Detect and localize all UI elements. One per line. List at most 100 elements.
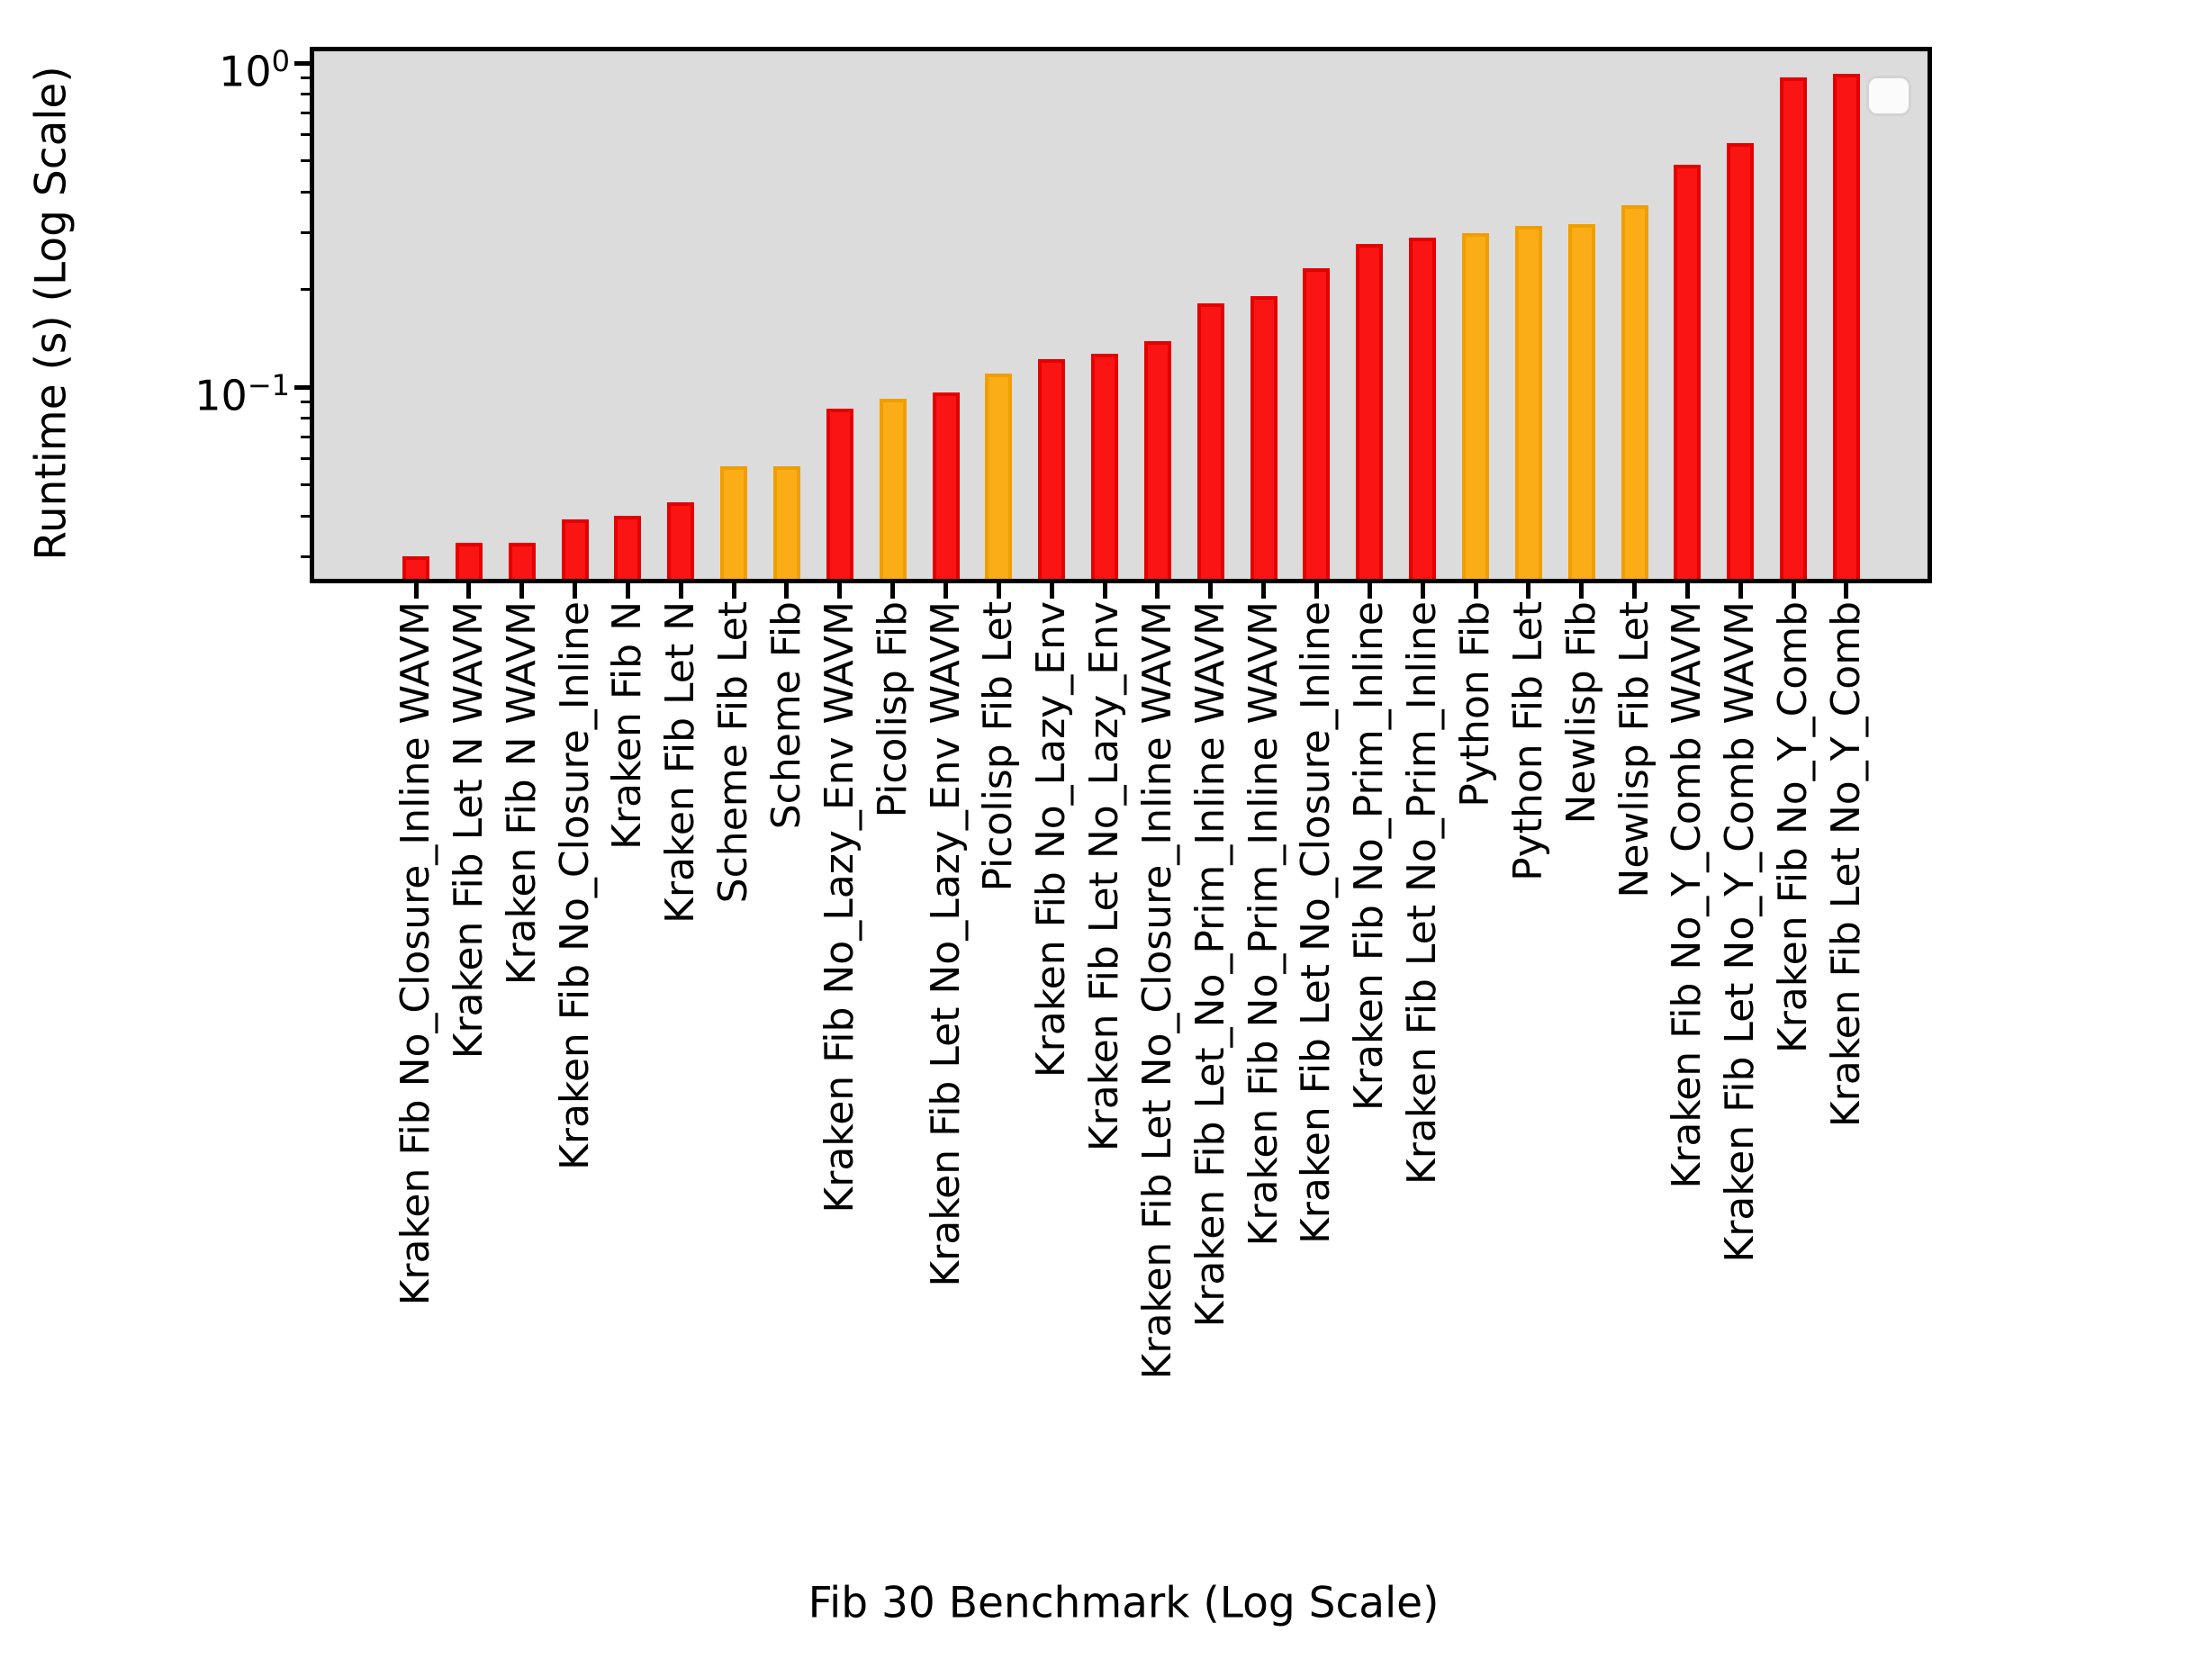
- x-tick: [1049, 583, 1054, 599]
- bar: [1196, 303, 1224, 579]
- y-minor-tick: [301, 190, 310, 194]
- y-minor-tick: [301, 112, 310, 115]
- x-tick: [1632, 583, 1638, 599]
- x-tick-label: Kraken Fib Let No_Prim_Inline: [1399, 601, 1446, 1186]
- y-minor-tick: [301, 514, 310, 518]
- x-tick: [837, 583, 843, 599]
- bar: [932, 392, 960, 579]
- x-tick: [784, 583, 790, 599]
- bar: [985, 374, 1013, 579]
- bar: [1832, 74, 1860, 579]
- y-minor-tick: [301, 230, 310, 234]
- x-tick: [1314, 583, 1319, 599]
- y-minor-tick: [301, 288, 310, 292]
- x-tick-label: Scheme Fib: [763, 601, 809, 830]
- x-tick-label: Kraken Fib No_Closure_Inline: [551, 601, 598, 1170]
- bar: [1250, 295, 1278, 579]
- x-tick-label: Kraken Fib Let_No_Prim_Inline WAVM: [1187, 601, 1233, 1328]
- y-axis-label: Runtime (s) (Log Scale): [26, 66, 77, 561]
- y-major-tick: [294, 384, 310, 390]
- x-tick-label: Kraken Fib Let N WAVM: [445, 601, 492, 1059]
- x-tick-label: Kraken Fib No_Prim_Inline: [1346, 601, 1393, 1112]
- plot-area: [310, 47, 1932, 583]
- x-tick: [678, 583, 683, 599]
- x-tick: [1844, 583, 1849, 599]
- y-minor-tick: [301, 417, 310, 420]
- x-tick: [1367, 583, 1372, 599]
- bar: [1514, 226, 1542, 579]
- bar: [1091, 353, 1119, 579]
- x-tick-label: Scheme Fib Let: [710, 601, 757, 904]
- x-tick: [1420, 583, 1425, 599]
- y-tick-label-1: 100: [219, 44, 290, 96]
- x-tick-label: Picolisp Fib: [869, 601, 916, 818]
- x-tick-label: Kraken Fib Let No_Lazy_Env: [1081, 601, 1128, 1152]
- x-tick: [1208, 583, 1214, 599]
- x-tick: [1102, 583, 1107, 599]
- x-tick: [466, 583, 472, 599]
- x-tick: [625, 583, 630, 599]
- x-tick-label: Kraken Fib Let No_Y_Comb WAVM: [1717, 601, 1764, 1263]
- x-tick: [731, 583, 736, 599]
- y-minor-tick: [301, 76, 310, 79]
- x-tick-label: Python Fib Let: [1504, 601, 1551, 881]
- x-tick-label: Python Fib: [1452, 601, 1498, 807]
- x-axis-label: Fib 30 Benchmark (Log Scale): [808, 1578, 1440, 1628]
- x-tick: [1155, 583, 1160, 599]
- x-tick-label: Kraken Fib No_Lazy_Env: [1028, 601, 1075, 1078]
- bar: [402, 556, 429, 579]
- x-tick: [413, 583, 419, 599]
- bar: [1727, 142, 1755, 579]
- x-tick: [1579, 583, 1585, 599]
- bar: [667, 502, 695, 579]
- y-minor-tick: [301, 482, 310, 486]
- x-tick-label: Kraken Fib No_Prim_Inline WAVM: [1240, 601, 1287, 1247]
- x-tick: [1791, 583, 1796, 599]
- y-major-tick: [294, 60, 310, 66]
- x-tick: [1261, 583, 1267, 599]
- bar: [772, 465, 800, 579]
- bar: [879, 399, 907, 579]
- x-tick-label: Kraken Fib Let No_Lazy_Env WAVM: [922, 601, 969, 1287]
- x-tick-label: Kraken Fib N: [604, 601, 651, 850]
- bar: [1621, 205, 1648, 579]
- y-tick-label-0-1: 10−1: [194, 368, 290, 420]
- x-tick: [1473, 583, 1478, 599]
- bar: [508, 543, 536, 579]
- y-minor-tick: [301, 555, 310, 558]
- x-tick-label: Kraken Fib Let N: [657, 601, 704, 924]
- y-minor-tick: [301, 436, 310, 439]
- x-tick: [573, 583, 578, 599]
- x-tick: [1738, 583, 1743, 599]
- x-tick-label: Kraken Fib N WAVM: [498, 601, 545, 986]
- y-minor-tick: [301, 93, 310, 96]
- bar: [1462, 232, 1489, 579]
- x-tick-label: Kraken Fib No_Closure_Inline WAVM: [393, 601, 438, 1306]
- bar: [561, 519, 589, 579]
- bar: [1303, 267, 1331, 579]
- x-tick-label: Kraken Fib Let No_Closure_Inline: [1293, 601, 1340, 1245]
- bar: [1567, 224, 1595, 579]
- x-tick: [996, 583, 1001, 599]
- bar: [1356, 244, 1384, 579]
- x-tick-label: Kraken Fib Let No_Closure_Inline WAVM: [1133, 601, 1180, 1380]
- x-tick-label: Kraken Fib No_Y_Comb WAVM: [1664, 601, 1711, 1189]
- x-tick-label: Newlisp Fib Let: [1611, 601, 1657, 898]
- x-tick-label: Newlisp Fib: [1557, 601, 1604, 825]
- x-tick: [943, 583, 948, 599]
- y-minor-tick: [301, 158, 310, 162]
- bar: [1409, 238, 1437, 579]
- x-tick-label: Kraken Fib No_Y_Comb: [1770, 601, 1817, 1054]
- bar: [1143, 340, 1171, 579]
- legend-box: [1866, 76, 1911, 116]
- bar: [455, 543, 483, 579]
- y-minor-tick: [301, 457, 310, 461]
- x-tick-label: Picolisp Fib Let: [975, 601, 1022, 892]
- y-minor-tick: [301, 133, 310, 137]
- y-minor-tick: [301, 400, 310, 403]
- x-tick: [1526, 583, 1531, 599]
- bar: [1674, 165, 1702, 579]
- x-tick-label: Kraken Fib Let No_Y_Comb: [1822, 601, 1869, 1128]
- bar: [614, 516, 642, 579]
